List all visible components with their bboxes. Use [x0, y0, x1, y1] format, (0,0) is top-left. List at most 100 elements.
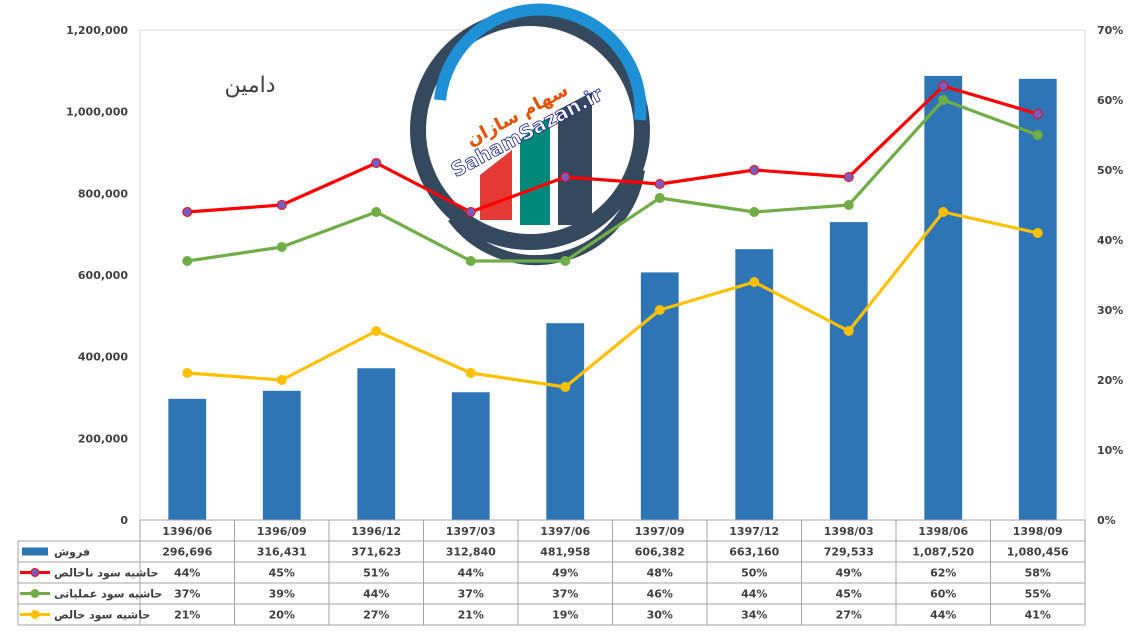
y-left-tick-label: 600,000 [78, 269, 128, 282]
y-left-tick-label: 0 [120, 514, 128, 527]
line-point [843, 200, 854, 210]
data-label: 58% [1025, 567, 1051, 580]
data-label: 371,623 [351, 546, 401, 559]
data-label: 729,533 [824, 546, 874, 559]
data-label: 663,160 [729, 546, 779, 559]
data-label: 48% [647, 567, 673, 580]
data-label: 44% [363, 588, 389, 601]
x-tick-label: 1396/06 [162, 525, 212, 538]
line-point [749, 207, 760, 217]
y-right-tick-label: 50% [1097, 164, 1123, 177]
data-label: 19% [552, 609, 578, 622]
legend-label: حاشیه سود ناخالص [54, 567, 159, 580]
data-label: 37% [174, 588, 200, 601]
y-right-tick-label: 30% [1097, 304, 1123, 317]
data-label: 49% [552, 567, 578, 580]
x-tick-label: 1398/09 [1013, 525, 1063, 538]
line-point [560, 256, 571, 266]
line-point [938, 207, 949, 217]
line-point [371, 326, 382, 336]
line-point [1032, 109, 1043, 119]
x-tick-label: 1398/06 [918, 525, 968, 538]
y-right-tick-label: 60% [1097, 94, 1123, 107]
line-point [182, 368, 193, 378]
data-label: 21% [458, 609, 484, 622]
line-point [465, 256, 476, 266]
data-table: 1396/06 1396/09 1396/12 1397/03 1397/06 1397/… [17, 519, 1086, 626]
line-point [276, 242, 287, 252]
line-point [560, 172, 571, 182]
y-right-tick-label: 0% [1097, 514, 1116, 527]
bar [546, 323, 585, 520]
x-tick-label: 1397/06 [540, 525, 590, 538]
series-line [187, 84, 1039, 214]
series-line [187, 98, 1039, 263]
bar [357, 368, 396, 520]
series-line [187, 210, 1039, 389]
bar [451, 392, 490, 520]
data-label: 50% [741, 567, 767, 580]
x-tick-label: 1396/09 [257, 525, 307, 538]
line-point [371, 158, 382, 168]
y-left-tick-label: 400,000 [78, 351, 128, 364]
y-right-tick-label: 40% [1097, 234, 1123, 247]
line-point [654, 193, 665, 203]
line-point [843, 172, 854, 182]
data-label: 49% [836, 567, 862, 580]
legend-swatch-marker [30, 589, 40, 598]
y-right-tick-label: 20% [1097, 374, 1123, 387]
data-label: 37% [458, 588, 484, 601]
bar [735, 249, 774, 521]
bar-series [168, 75, 1057, 521]
line-point [465, 368, 476, 378]
data-label: 20% [269, 609, 295, 622]
y-right-tick-label: 70% [1097, 24, 1123, 37]
x-tick-label: 1397/12 [729, 525, 779, 538]
data-label: 62% [930, 567, 956, 580]
bar [924, 75, 963, 521]
x-tick-label: 1398/03 [824, 525, 874, 538]
logo-bar-red [480, 150, 512, 220]
data-label: 481,958 [540, 546, 590, 559]
data-label: 296,696 [162, 546, 212, 559]
legend-label: حاشیه سود عملیاتی [54, 588, 162, 601]
data-label: 45% [836, 588, 862, 601]
data-label: 41% [1025, 609, 1051, 622]
chart-title: دامین [224, 73, 275, 98]
data-label: 44% [174, 567, 200, 580]
line-point [371, 207, 382, 217]
data-label: 45% [269, 567, 295, 580]
data-label: 44% [741, 588, 767, 601]
data-label: 44% [458, 567, 484, 580]
data-label: 55% [1025, 588, 1051, 601]
line-point [938, 81, 949, 91]
y-left-tick-label: 800,000 [78, 187, 128, 200]
data-label: 51% [363, 567, 389, 580]
data-label: 34% [741, 609, 767, 622]
line-point [654, 179, 665, 189]
data-label: 39% [269, 588, 295, 601]
logo-bar-green [520, 115, 550, 225]
data-label: 312,840 [446, 546, 496, 559]
logo-bar-dark [558, 92, 592, 225]
x-tick-label: 1396/12 [351, 525, 401, 538]
legend-label: حاشیه سود خالص [54, 609, 150, 622]
line-point [465, 207, 476, 217]
data-label: 44% [930, 609, 956, 622]
y-left-tick-label: 1,000,000 [66, 106, 128, 119]
legend-swatch-marker [30, 568, 40, 577]
y-right-tick-label: 10% [1097, 444, 1123, 457]
y-left-tick-label: 1,200,000 [66, 24, 128, 37]
data-label: 27% [363, 609, 389, 622]
line-point [276, 375, 287, 385]
data-label: 316,431 [257, 546, 307, 559]
line-series [182, 81, 1043, 392]
line-point [1032, 130, 1043, 140]
data-label: 30% [647, 609, 673, 622]
data-label: 606,382 [635, 546, 685, 559]
line-point [654, 305, 665, 315]
line-point [843, 326, 854, 336]
data-label: 1,080,456 [1007, 546, 1069, 559]
